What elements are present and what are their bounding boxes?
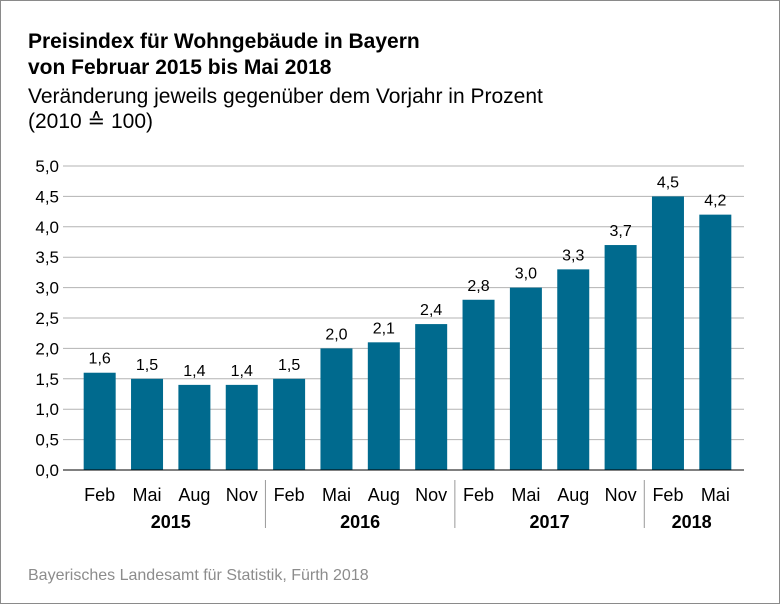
bar	[320, 348, 353, 470]
x-tick-label: Aug	[178, 485, 210, 505]
x-tick-label: Feb	[652, 485, 683, 505]
y-tick-label: 0,5	[35, 431, 59, 450]
bar-value-label: 1,5	[136, 357, 158, 374]
bar	[273, 378, 306, 470]
y-tick-label: 2,0	[35, 339, 59, 358]
chart-title-line2: von Februar 2015 bis Mai 2018	[28, 56, 332, 79]
bar-value-label: 1,4	[183, 363, 205, 380]
bar	[178, 384, 211, 470]
bar-value-label: 2,4	[420, 302, 442, 319]
x-tick-label: Mai	[133, 485, 162, 505]
y-tick-label: 3,0	[35, 279, 59, 298]
x-group-label: 2018	[672, 512, 712, 532]
bar-value-label: 1,5	[278, 357, 300, 374]
y-tick-label: 5,0	[35, 157, 59, 176]
bar	[699, 214, 732, 470]
x-tick-label: Feb	[463, 485, 494, 505]
bar	[415, 324, 448, 470]
x-tick-label: Feb	[84, 485, 115, 505]
chart-title-line1: Preisindex für Wohngebäude in Bayern	[28, 30, 420, 53]
bar	[462, 299, 495, 470]
x-tick-label: Mai	[511, 485, 540, 505]
x-tick-label: Aug	[368, 485, 400, 505]
bar	[225, 384, 258, 470]
x-tick-label: Feb	[274, 485, 305, 505]
bar	[83, 372, 116, 470]
bar	[509, 287, 542, 470]
x-tick-label: Nov	[605, 485, 637, 505]
y-tick-label: 1,0	[35, 400, 59, 419]
bar-value-label: 4,2	[704, 193, 726, 210]
bar-value-label: 1,6	[89, 351, 111, 368]
chart-subtitle-line1: Veränderung jeweils gegenüber dem Vorjah…	[28, 85, 543, 108]
x-group-label: 2016	[340, 512, 380, 532]
y-tick-label: 0,0	[35, 461, 59, 480]
bar-value-label: 1,4	[231, 363, 253, 380]
y-tick-label: 1,5	[35, 370, 59, 389]
bar	[604, 245, 637, 470]
bar-value-label: 3,3	[562, 247, 584, 264]
y-tick-label: 4,5	[35, 187, 59, 206]
bar	[557, 269, 590, 470]
x-group-label: 2017	[530, 512, 570, 532]
bar-value-label: 2,1	[373, 320, 395, 337]
bar-value-label: 3,7	[609, 223, 631, 240]
bar	[651, 196, 684, 470]
bar-value-label: 2,0	[325, 326, 347, 343]
bar-value-label: 2,8	[467, 278, 489, 295]
y-tick-label: 3,5	[35, 248, 59, 267]
x-tick-label: Mai	[322, 485, 351, 505]
x-tick-label: Nov	[226, 485, 258, 505]
bar	[367, 342, 400, 470]
y-tick-label: 2,5	[35, 309, 59, 328]
y-tick-label: 4,0	[35, 218, 59, 237]
source-note: Bayerisches Landesamt für Statistik, Für…	[28, 567, 369, 584]
bar	[131, 378, 164, 470]
x-tick-label: Aug	[557, 485, 589, 505]
bar-value-label: 4,5	[657, 174, 679, 191]
chart-subtitle-line2: (2010 ≙ 100)	[28, 110, 154, 133]
bar-chart: 0,0 0,5 1,0 1,5 2,0 2,5 3,0 3,5 4,0 4,5 5,0 1,6 Feb 1…	[35, 157, 744, 532]
x-tick-label: Nov	[415, 485, 447, 505]
x-tick-label: Mai	[701, 485, 730, 505]
x-group-label: 2015	[151, 512, 191, 532]
bar-value-label: 3,0	[515, 266, 537, 283]
